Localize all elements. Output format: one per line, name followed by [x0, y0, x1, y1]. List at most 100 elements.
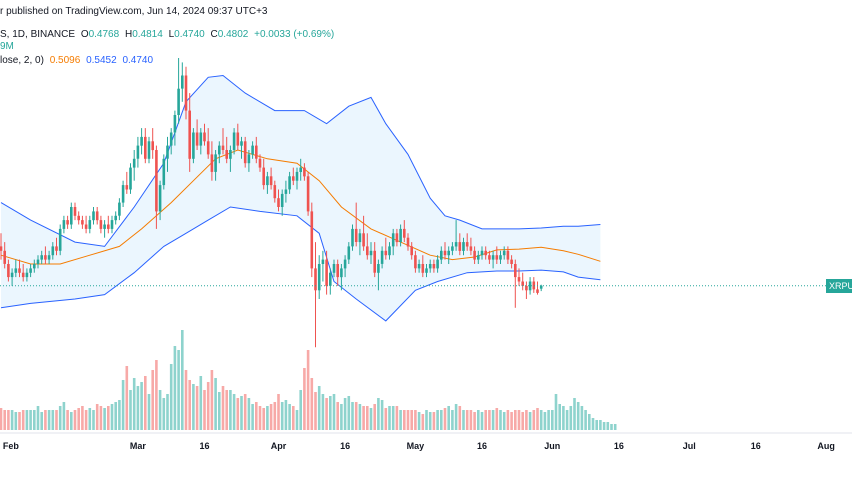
volume-bar: [399, 410, 402, 430]
candle: [451, 242, 454, 256]
volume-bar: [173, 346, 177, 430]
bollinger-upper-line: [0, 74, 601, 247]
candle: [10, 268, 14, 286]
volume-bar: [443, 408, 447, 430]
candle: [232, 128, 236, 155]
volume-bar: [44, 410, 47, 430]
candle: [477, 250, 480, 264]
candle: [317, 255, 321, 299]
volume-bar: [388, 406, 391, 430]
candle-body: [410, 246, 413, 256]
volume-bar: [440, 410, 443, 430]
volume-bar: [532, 410, 536, 430]
candle-body: [458, 242, 462, 251]
volume-bar: [136, 386, 140, 430]
candle: [447, 246, 450, 264]
candle: [532, 277, 536, 293]
candle-body: [158, 185, 162, 212]
candle-body: [21, 272, 25, 278]
candle-body: [177, 88, 180, 115]
volume-bar: [40, 412, 43, 430]
volume-bar: [484, 410, 487, 430]
volume-legend-value: 9M: [0, 41, 14, 52]
candle-body: [266, 176, 269, 186]
candle: [454, 220, 458, 251]
volume-bar: [132, 378, 136, 430]
volume-bar: [147, 394, 151, 430]
candle: [29, 264, 32, 278]
volume-bar: [77, 408, 80, 430]
volume-bar: [602, 422, 606, 430]
candle-body: [325, 259, 328, 286]
volume-bar: [299, 390, 302, 430]
volume-bar: [554, 394, 558, 430]
candle-body: [403, 228, 406, 238]
volume-bar: [184, 370, 188, 430]
volume-bar: [7, 410, 10, 430]
volume-bar: [218, 392, 221, 430]
candle: [21, 264, 25, 282]
volume-bar: [366, 406, 369, 430]
candle: [184, 66, 188, 120]
volume-bar: [243, 394, 247, 430]
volume-bar: [33, 410, 36, 430]
volume-bar: [377, 398, 380, 430]
bollinger-lower-value: 0.4740: [122, 55, 154, 66]
candle-body: [525, 285, 528, 291]
volume-bar: [599, 420, 602, 430]
volume-bar: [451, 410, 454, 430]
candle: [36, 255, 40, 269]
candle-body: [528, 281, 532, 291]
time-axis-label: 16: [199, 441, 209, 451]
candle: [458, 233, 462, 256]
volume-bar: [551, 410, 554, 430]
volume-bar: [332, 394, 336, 430]
candle: [107, 215, 110, 234]
bollinger-legend: lose, 2, 0) 0.5096 0.5452 0.4740: [0, 55, 153, 67]
bollinger-params: lose, 2, 0): [0, 55, 44, 66]
candle-body: [25, 272, 29, 278]
volume-bar: [188, 380, 191, 430]
volume-bar: [351, 402, 354, 430]
candle: [266, 171, 269, 194]
candle: [366, 233, 369, 260]
volume-bar: [192, 384, 195, 430]
volume-bar: [21, 410, 25, 430]
candle: [488, 250, 491, 264]
candle: [306, 171, 310, 216]
candle: [269, 167, 273, 190]
bollinger-fill: [1, 75, 601, 321]
volume-bar: [465, 410, 469, 430]
volume-bar: [373, 404, 376, 430]
candle-body: [169, 132, 173, 146]
candle-body: [321, 259, 325, 264]
volume-bar: [462, 410, 465, 430]
volume-bar: [380, 400, 384, 430]
volume-bar: [25, 410, 29, 430]
candle-body: [532, 281, 536, 290]
candle: [251, 141, 254, 159]
candle: [236, 123, 240, 150]
candle: [321, 250, 325, 282]
volume-bar: [121, 380, 125, 430]
volume-bar: [166, 394, 169, 430]
candle-body: [55, 246, 58, 251]
candle-body: [380, 250, 384, 264]
volume-bar: [181, 330, 184, 430]
candle-body: [280, 193, 284, 207]
candle-body: [118, 202, 121, 216]
volume-bar: [18, 412, 21, 430]
volume-bar: [421, 414, 425, 430]
candle: [373, 242, 376, 278]
candle: [414, 250, 417, 273]
ohlc-c-label: C: [210, 29, 218, 40]
volume-bar: [340, 404, 343, 430]
volume-bar: [247, 398, 251, 430]
volume-bar: [144, 376, 147, 430]
volume-bar: [273, 402, 277, 430]
candle-body: [33, 264, 36, 269]
candle-body: [199, 132, 203, 146]
time-axis-label: 16: [751, 441, 761, 451]
volume-bar: [317, 386, 321, 430]
